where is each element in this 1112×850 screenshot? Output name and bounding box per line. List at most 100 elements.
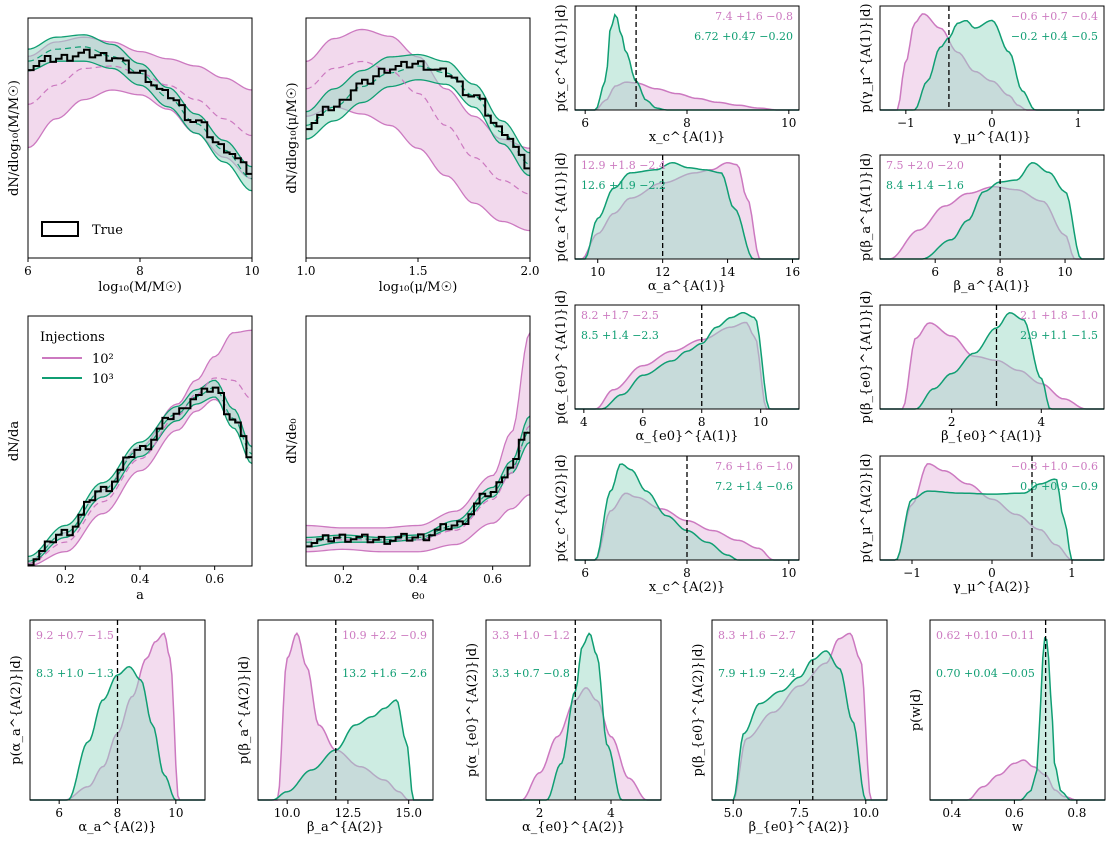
median-1e2 [306, 425, 531, 541]
x-axis-label: α_{e0}^{A(2)} [522, 820, 625, 835]
annotation-1e3: 6.72 +0.47 −0.20 [694, 30, 793, 43]
panel-gm1: −0.6 +0.7 −0.4 −0.2 +0.4 −0.5 −1 0 1 γ_μ^{A(1… [859, 3, 1105, 145]
panel-be2: 8.3 +1.6 −2.7 7.9 +1.9 −2.4 5.0 7.5 10.0β_{e… [691, 619, 888, 835]
band-1e2-upper-edge [305, 332, 531, 529]
annotation-1e2: 8.2 +1.7 −2.5 [581, 309, 659, 322]
y-axis-label: dN/dlog₁₀(M/M☉) [7, 80, 22, 196]
annotation-1e3: 8.4 +1.4 −1.6 [886, 179, 964, 192]
annotation-1e3: 7.2 +1.4 −0.6 [715, 480, 793, 493]
x-tick-label: 8 [996, 265, 1004, 279]
posterior-1e3-fill [486, 633, 661, 800]
x-axis-label: γ_μ^{A(1)} [953, 130, 1031, 145]
x-tick-label: 1.0 [296, 264, 315, 278]
x-tick-label: 8 [698, 415, 706, 429]
legend-injections-title: Injections [40, 330, 105, 345]
y-axis-label: dN/de₀ [285, 418, 300, 463]
x-axis-label: log₁₀(M/M☉) [98, 280, 182, 295]
legend-1e2-label: 10² [92, 352, 114, 367]
x-tick-label: 8 [136, 264, 144, 278]
axes-frame [257, 619, 434, 801]
x-tick-label: 0.6 [1005, 806, 1024, 820]
annotation-1e2: 10.9 +2.2 −0.9 [342, 629, 427, 642]
x-tick-label: 0 [988, 566, 996, 580]
x-tick-label: 10 [244, 264, 259, 278]
x-tick-label: 8 [683, 116, 691, 130]
annotation-1e3: 8.5 +1.4 −2.3 [581, 329, 659, 342]
annotation-1e2: 7.4 +1.6 −0.8 [715, 10, 793, 23]
annotation-1e3: 7.9 +1.9 −2.4 [718, 667, 796, 680]
band-1e2 [28, 37, 252, 179]
annotation-1e2: −0.6 +0.7 −0.4 [1011, 10, 1098, 23]
annotation-1e2: 7.6 +1.6 −1.0 [715, 460, 793, 473]
x-axis-label: a [136, 588, 144, 603]
x-tick-label: 0 [988, 116, 996, 130]
x-tick-label: 12 [655, 265, 670, 279]
panel-ratio: 1.0 1.5 2.0 log₁₀(μ/M☉) dN/dlog₁₀(μ/M☉) [285, 17, 540, 295]
x-tick-label: 10 [781, 566, 796, 580]
posterior-1e3-fill [880, 162, 1104, 259]
axes-frame [485, 619, 662, 801]
posterior-1e3-curve [712, 650, 887, 801]
x-tick-label: 15.0 [395, 806, 422, 820]
x-tick-label: 0.4 [942, 806, 961, 820]
x-axis-label: β_{e0}^{A(2)} [749, 820, 851, 835]
axes-frame [879, 304, 1105, 410]
x-tick-label: 6 [581, 116, 589, 130]
panel-aa1: 12.9 +1.8 −2.4 12.6 +1.9 −2.2 10 12 14 16 α_a^… [554, 152, 800, 294]
panel-ae2: 3.3 +1.0 −1.2 3.3 +0.7 −0.8 2 4α_{e0}^{A(2)… [465, 619, 662, 835]
x-tick-label: 6 [24, 264, 32, 278]
true-histogram [28, 48, 252, 175]
x-tick-label: 0.6 [483, 572, 502, 586]
posterior-1e2-fill [258, 633, 433, 800]
panel-xc2: 7.6 +1.6 −1.0 7.2 +1.4 −0.6 6 8 10 x_c^{A(2)}… [554, 454, 800, 595]
posterior-1e3-fill [575, 464, 799, 560]
x-tick-label: −1 [897, 116, 915, 130]
x-tick-label: 6 [931, 265, 939, 279]
x-tick-label: 6 [55, 806, 63, 820]
x-axis-label: x_c^{A(1)} [649, 130, 725, 145]
panel-ae1: 8.2 +1.7 −2.5 8.5 +1.4 −2.3 4 6 8 10 α_{e0}^{A… [554, 290, 800, 444]
x-tick-label: 2 [536, 806, 544, 820]
panel-ba2: 10.9 +2.2 −0.9 13.2 +1.6 −2.6 10.0 12.5 15.0… [237, 619, 434, 835]
x-tick-label: 12.5 [335, 806, 362, 820]
panel-ecc: 0.2 0.4 0.6 e₀ dN/de₀ [285, 315, 531, 603]
x-tick-label: 6 [639, 415, 647, 429]
posterior-1e3-fill [575, 14, 799, 110]
annotation-1e2: 0.62 +0.10 −0.11 [936, 629, 1035, 642]
x-tick-label: 4 [607, 806, 615, 820]
band-1e3-upper-edge [27, 34, 253, 168]
y-axis-label: p(β_a^{A(1)}|d) [859, 153, 874, 261]
annotation-1e3: 0.70 +0.04 −0.05 [936, 667, 1035, 680]
annotation-1e2: 2.1 +1.8 −1.0 [1020, 309, 1098, 322]
x-axis-label: e₀ [412, 588, 425, 603]
x-tick-label: 0.2 [56, 572, 75, 586]
x-axis-label: β_{e0}^{A(1)} [941, 429, 1043, 444]
x-tick-label: 10 [1057, 265, 1072, 279]
x-tick-label: 10.0 [274, 806, 301, 820]
x-tick-label: 5.0 [724, 806, 743, 820]
posterior-1e2-fill [30, 633, 205, 800]
x-axis-label: w [1012, 820, 1023, 835]
x-tick-label: 10 [590, 265, 605, 279]
x-tick-label: 2 [948, 415, 956, 429]
panel-ba1: 7.5 +2.0 −2.0 8.4 +1.4 −1.6 6 8 10 β_a^{A(1)}… [859, 153, 1105, 294]
posterior-1e3-curve [880, 478, 1104, 561]
y-axis-label: p(x_c^{A(1)}|d) [554, 4, 569, 112]
x-axis-label: log₁₀(μ/M☉) [379, 280, 458, 295]
x-tick-label: −1 [903, 566, 921, 580]
panel-aa2: 9.2 +0.7 −1.5 8.3 +1.0 −1.3 6 8 10 α_a^{A(2)}… [9, 619, 206, 835]
panel-mass: 6 8 10 log₁₀(M/M☉) dN/dlog₁₀(M/M☉) [7, 17, 260, 295]
median-1e2 [27, 377, 253, 565]
annotation-1e3: 0.0 +0.9 −0.9 [1020, 480, 1098, 493]
band-1e2-lower-edge [305, 493, 531, 553]
x-tick-label: 0.6 [205, 572, 224, 586]
x-tick-label: 2.0 [520, 264, 539, 278]
band-1e2-lower-edge [27, 398, 253, 567]
posterior-1e3-curve [575, 312, 799, 410]
x-tick-label: 7.5 [790, 806, 809, 820]
posterior-1e2-fill [930, 760, 1105, 800]
y-axis-label: p(x_c^{A(2)}|d) [554, 454, 569, 562]
band-1e3-lower-edge [27, 60, 253, 192]
band-1e3-lower-edge [27, 396, 253, 565]
